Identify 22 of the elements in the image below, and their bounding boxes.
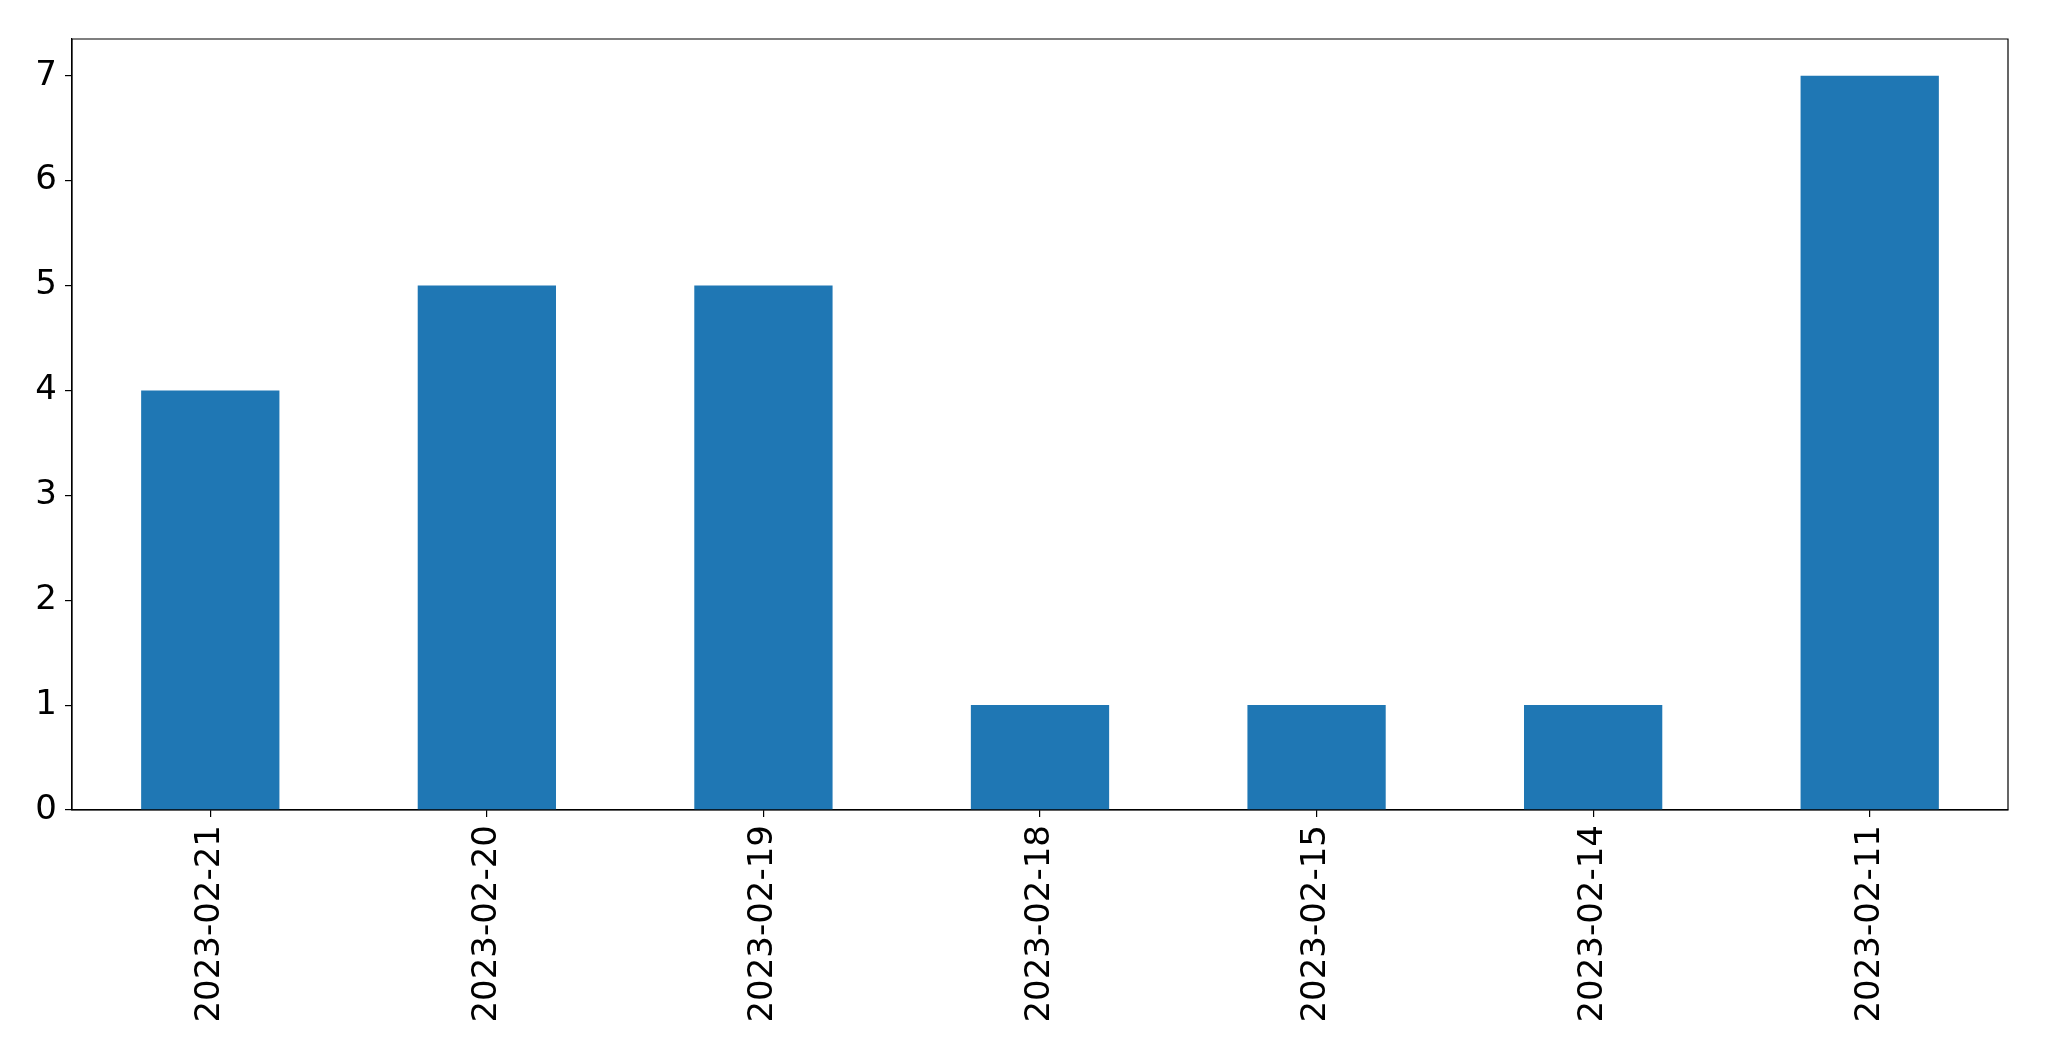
x-tick-label: 2023-02-14 (1569, 825, 1610, 1023)
x-tick-label: 2023-02-15 (1293, 825, 1334, 1023)
bar (1524, 705, 1663, 810)
bar (1247, 705, 1386, 810)
y-tick-label: 6 (35, 157, 57, 198)
y-tick-label: 5 (35, 262, 57, 303)
y-tick-label: 7 (35, 52, 57, 93)
x-tick-label: 2023-02-19 (740, 825, 781, 1023)
y-tick-label: 0 (35, 786, 57, 827)
x-tick-label: 2023-02-11 (1846, 825, 1887, 1023)
x-tick-label: 2023-02-18 (1016, 825, 1057, 1023)
y-tick-label: 4 (35, 367, 57, 408)
bar (694, 285, 833, 810)
x-tick-label: 2023-02-20 (463, 825, 504, 1023)
bar (1800, 75, 1939, 810)
y-tick-label: 3 (35, 472, 57, 513)
bar (417, 285, 556, 810)
bar (141, 390, 280, 810)
y-tick-label: 1 (35, 681, 57, 722)
y-tick-label: 2 (35, 577, 57, 618)
bar (970, 705, 1110, 810)
x-tick-label: 2023-02-21 (187, 825, 228, 1023)
